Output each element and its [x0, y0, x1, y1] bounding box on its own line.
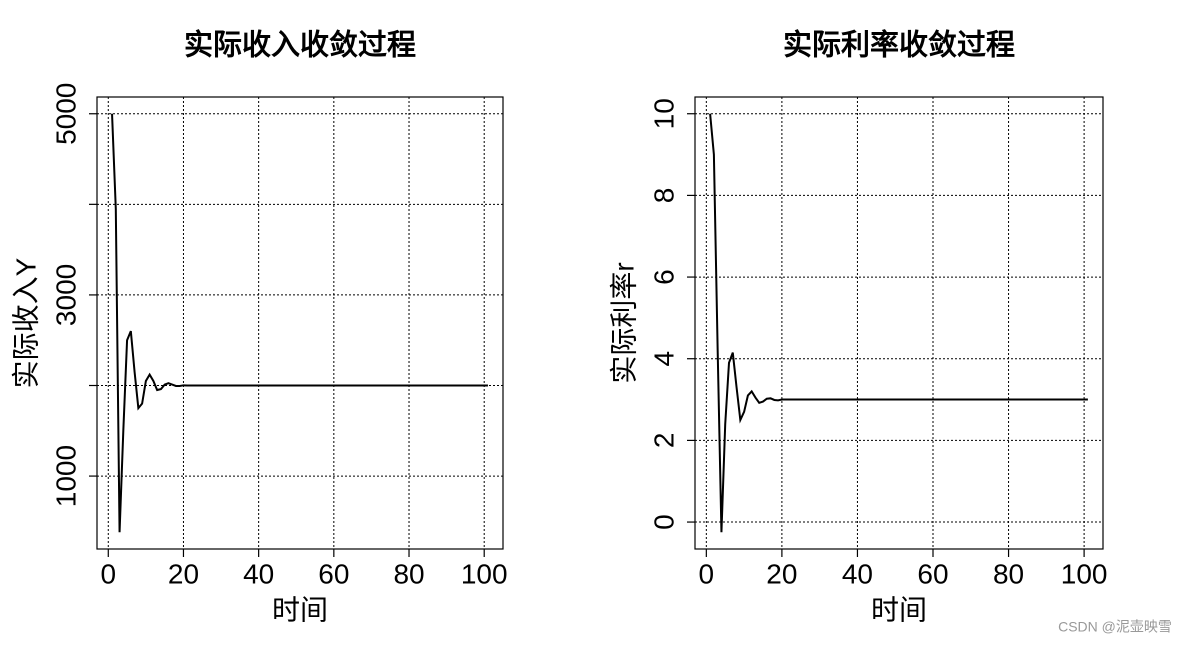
x-tick-label: 20 [766, 558, 797, 589]
x-tick-label: 80 [393, 558, 424, 589]
x-tick-label: 0 [100, 558, 116, 589]
x-tick-label: 20 [168, 558, 199, 589]
y-tick-label: 5000 [50, 83, 81, 145]
plot-frame [96, 96, 504, 550]
x-tick-label: 100 [1061, 558, 1108, 589]
y-tick-label: 2 [648, 433, 679, 449]
y-tick-label: 6 [648, 269, 679, 285]
y-tick-label: 1000 [50, 445, 81, 507]
chart-title: 实际利率收敛过程 [783, 28, 1015, 62]
x-axis-label: 时间 [871, 594, 927, 625]
y-tick-label: 10 [648, 98, 679, 129]
plot-frame [694, 96, 1104, 550]
y-tick-label: 4 [648, 351, 679, 367]
watermark: CSDN @泥壶映雪 [1058, 619, 1172, 635]
x-tick-label: 40 [243, 558, 274, 589]
x-tick-label: 60 [917, 558, 948, 589]
x-tick-label: 80 [993, 558, 1024, 589]
x-tick-label: 40 [842, 558, 873, 589]
y-tick-label: 3000 [50, 264, 81, 326]
data-line [709, 113, 1088, 533]
y-tick-label: 8 [648, 188, 679, 204]
x-tick-label: 0 [699, 558, 715, 589]
chart-title: 实际收入收敛过程 [184, 28, 416, 62]
x-tick-label: 60 [318, 558, 349, 589]
y-axis-label: 实际利率r [608, 262, 639, 383]
data-line [111, 113, 488, 533]
x-tick-label: 100 [461, 558, 508, 589]
x-axis-label: 时间 [272, 594, 328, 625]
y-axis-label: 实际收入Y [10, 257, 41, 388]
y-tick-label: 0 [648, 514, 679, 530]
